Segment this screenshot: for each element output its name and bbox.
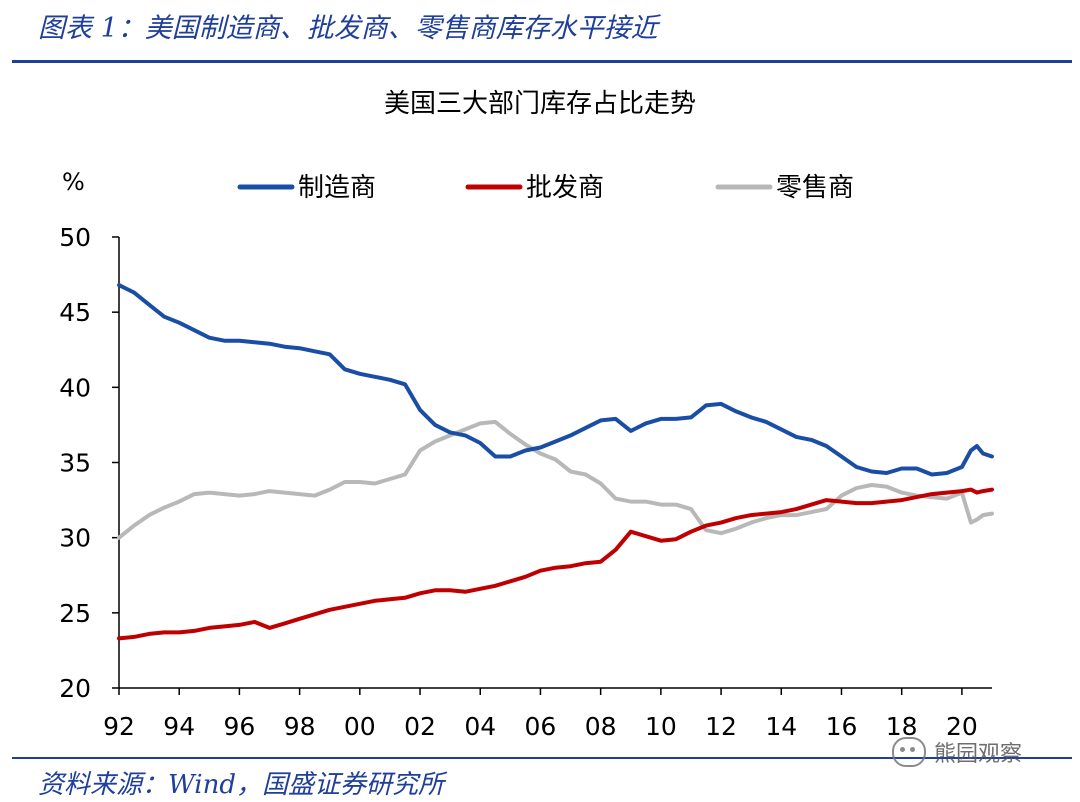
y-tick-label: 25 <box>59 599 91 628</box>
series-line-retailer <box>117 419 994 540</box>
y-tick-label: 40 <box>59 373 91 402</box>
x-tick-label: 02 <box>404 712 436 741</box>
x-tick-label: 04 <box>464 712 496 741</box>
x-tick-label: 10 <box>645 712 677 741</box>
x-tick-label: 14 <box>765 712 797 741</box>
watermark-text: 熊园观察 <box>934 742 1023 767</box>
plot-area <box>117 283 994 641</box>
legend-label-manufacturer: 制造商 <box>298 173 376 203</box>
axes <box>118 237 992 689</box>
series-line-manufacturer <box>117 283 994 477</box>
x-tick-label: 20 <box>946 712 978 741</box>
y-tick-label: 45 <box>59 298 91 327</box>
y-tick-label: 35 <box>59 449 91 478</box>
y-tick-label: 50 <box>59 223 91 252</box>
x-tick-label: 08 <box>585 712 617 741</box>
wechat-icon <box>892 737 926 767</box>
x-tick-label: 98 <box>284 712 316 741</box>
x-tick-label: 92 <box>103 712 135 741</box>
watermark: 熊园观察 <box>892 736 1022 768</box>
ticks: 20 25 30 35 40 45 50 92 94 96 98 00 02 04 06 08 10 12 14 16… <box>59 223 978 741</box>
x-tick-label: 06 <box>525 712 557 741</box>
chart-title: 美国三大部门库存占比走势 <box>384 89 696 119</box>
figure-title: 图表 1：美国制造商、批发商、零售商库存水平接近 <box>38 13 658 44</box>
x-tick-label: 94 <box>163 712 195 741</box>
x-tick-label: 18 <box>886 712 918 741</box>
header-rule <box>12 60 1072 63</box>
legend-label-retailer: 零售商 <box>776 173 854 203</box>
y-axis-unit: % <box>62 168 85 196</box>
line-chart: 美国三大部门库存占比走势 % 制造商 批发商 零售商 20 25 30 35 40 45 50 9… <box>59 89 994 741</box>
footer-rule <box>12 757 1072 759</box>
y-tick-label: 20 <box>59 674 91 703</box>
x-tick-label: 16 <box>826 712 858 741</box>
series-line-wholesaler <box>117 487 994 641</box>
legend: 制造商 批发商 零售商 <box>237 173 854 203</box>
x-tick-label: 96 <box>224 712 256 741</box>
x-tick-label: 00 <box>344 712 376 741</box>
legend-label-wholesaler: 批发商 <box>526 173 604 203</box>
source-note: 资料来源：Wind，国盛证券研究所 <box>38 770 444 800</box>
y-tick-label: 30 <box>59 524 91 553</box>
x-tick-label: 12 <box>705 712 737 741</box>
